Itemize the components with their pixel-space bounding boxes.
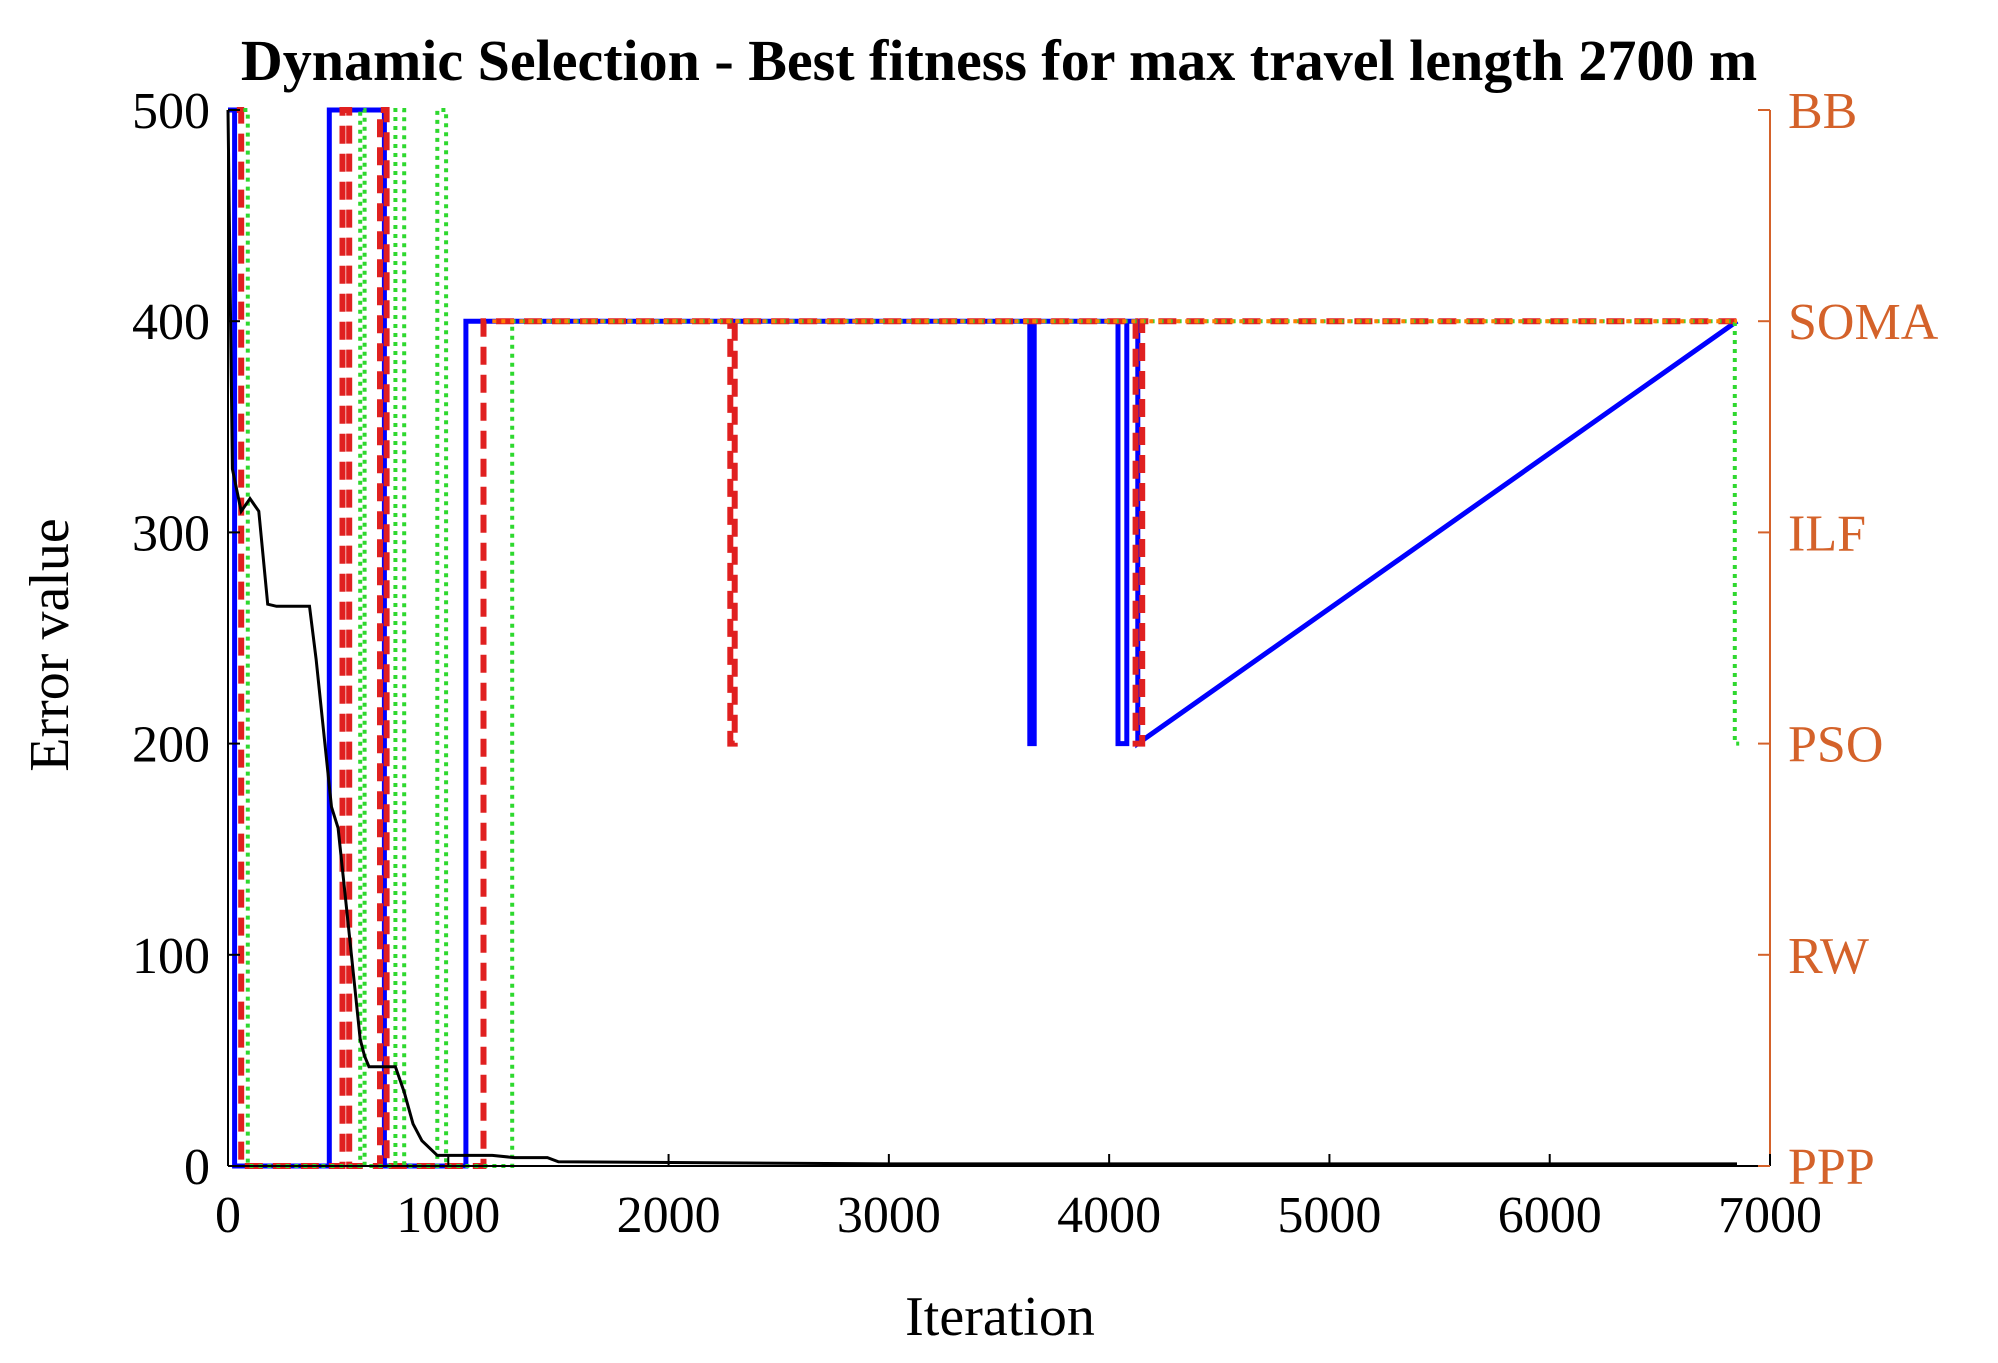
x-axis-label: Iteration: [905, 1286, 1095, 1348]
x-tick-label: 1000: [396, 1187, 500, 1244]
y-tick-label: 300: [132, 505, 210, 562]
series-line-1: [228, 107, 1739, 1169]
x-tick-label: 4000: [1057, 1187, 1161, 1244]
x-tick-label: 2000: [617, 1187, 721, 1244]
y-tick-label: 400: [132, 294, 210, 351]
series-line-3: [243, 108, 1740, 1168]
right-tick-label: ILF: [1788, 505, 1866, 562]
x-tick-label: 5000: [1277, 1187, 1381, 1244]
right-tick-label: PPP: [1788, 1139, 1875, 1196]
axes: 0 1000 2000 3000 4000 5000 6000 7000 0 100 200 300 4…: [132, 83, 1939, 1244]
x-tick-label: 3000: [837, 1187, 941, 1244]
x-tick-label: 0: [215, 1187, 241, 1244]
right-tick-label: SOMA: [1788, 294, 1939, 351]
chart-title: Dynamic Selection - Best fitness for max…: [241, 28, 1757, 93]
right-tick-label: PSO: [1788, 717, 1883, 774]
y-tick-label: 0: [184, 1139, 210, 1196]
right-tick-label: BB: [1788, 83, 1857, 140]
series-line-2: [236, 107, 1737, 1169]
plot-area: [226, 107, 1740, 1169]
y-tick-label: 200: [132, 717, 210, 774]
x-tick-label: 7000: [1718, 1187, 1822, 1244]
y-tick-label: 100: [132, 928, 210, 985]
right-tick-label: RW: [1788, 928, 1869, 985]
series-line-0: [226, 109, 1737, 1166]
y-axis-label: Error value: [19, 518, 81, 771]
y-tick-label: 500: [132, 83, 210, 140]
x-tick-label: 6000: [1498, 1187, 1602, 1244]
